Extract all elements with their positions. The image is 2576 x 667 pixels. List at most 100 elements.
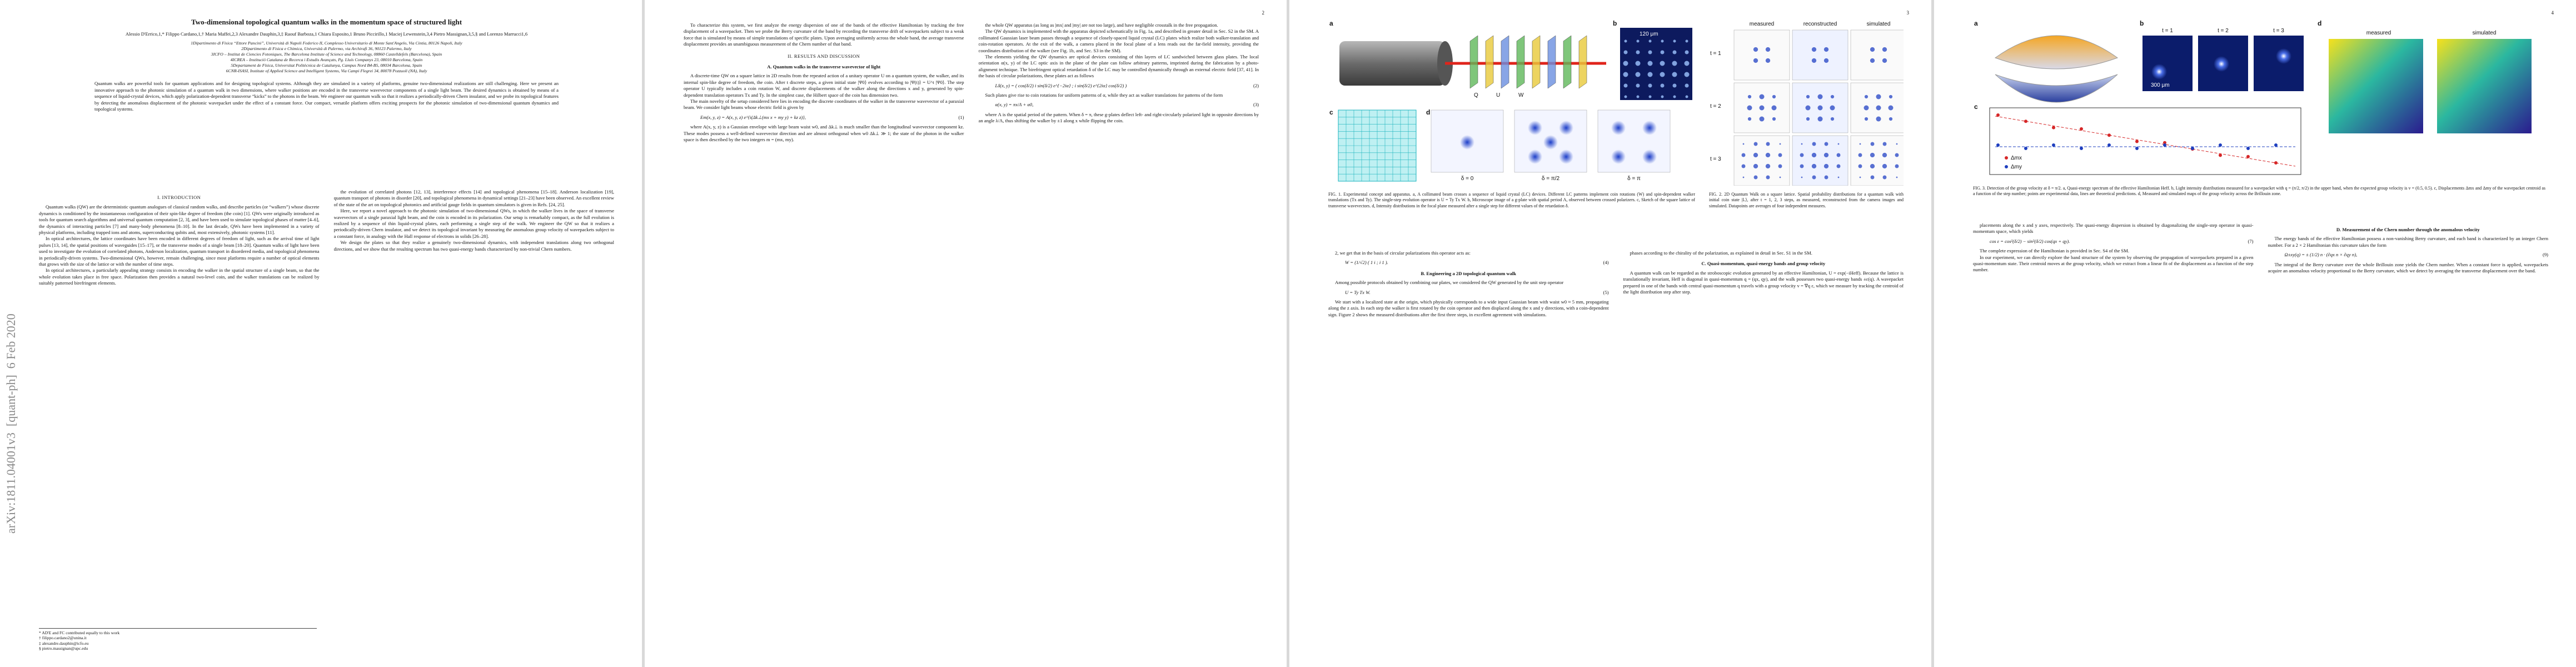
decoration bbox=[1836, 164, 1841, 168]
panel-caption: δ = π/2 bbox=[1542, 176, 1560, 182]
trend-line bbox=[1995, 116, 2296, 167]
scale-label: 300 μm bbox=[2151, 82, 2170, 88]
decoration bbox=[1642, 150, 1657, 164]
decoration bbox=[1778, 153, 1782, 157]
decoration bbox=[1823, 163, 1829, 169]
decoration bbox=[1623, 50, 1628, 54]
equation-number: (4) bbox=[1603, 260, 1609, 266]
decoration bbox=[1792, 82, 1848, 133]
decoration bbox=[1741, 164, 1746, 168]
decoration bbox=[1648, 95, 1652, 98]
decoration bbox=[1685, 50, 1689, 54]
page-number: 4 bbox=[2551, 10, 2554, 16]
decoration bbox=[2135, 140, 2139, 143]
decoration bbox=[2080, 127, 2083, 131]
panel-caption: δ = π bbox=[1627, 176, 1641, 182]
decoration bbox=[1882, 142, 1887, 146]
decoration bbox=[1672, 72, 1677, 77]
decoration bbox=[1876, 116, 1881, 122]
front-matter: Two-dimensional topological quantum walk… bbox=[50, 18, 603, 112]
column: placements along the x and y axes, respe… bbox=[1973, 222, 2254, 650]
microscope-image bbox=[1620, 28, 1692, 100]
equation-body: Em(x, y, z) = A(x, y, z) e^{i(Δk⊥(mx x +… bbox=[700, 114, 806, 120]
decoration bbox=[1623, 83, 1628, 88]
panel-label: a bbox=[1974, 19, 1978, 27]
decoration bbox=[1830, 94, 1835, 99]
decoration bbox=[1532, 35, 1541, 89]
panel-label: c bbox=[1974, 103, 1978, 111]
decoration bbox=[1765, 58, 1771, 63]
row-label: t = 1 bbox=[1710, 51, 1721, 57]
affiliation: 4ICREA – Institució Catalana de Recerca … bbox=[230, 57, 423, 63]
paragraph: Quantum walks (QW) are the deterministic… bbox=[39, 204, 320, 236]
decoration bbox=[1864, 94, 1869, 99]
plot-points bbox=[1996, 113, 2278, 165]
decoration bbox=[1559, 121, 1573, 135]
decoration bbox=[1624, 95, 1627, 98]
decoration bbox=[1611, 150, 1626, 164]
column: To characterize this system, we first an… bbox=[684, 22, 964, 650]
decoration bbox=[1817, 116, 1823, 122]
decoration bbox=[1765, 152, 1771, 158]
equation-number: (3) bbox=[1253, 102, 1259, 108]
page: 3 a Q U W b 120 μm c d δ = 0 δ = π/2 δ =… bbox=[1289, 0, 1931, 667]
decoration bbox=[1673, 95, 1676, 98]
decoration bbox=[1876, 105, 1881, 111]
decoration bbox=[2191, 147, 2194, 150]
decoration bbox=[1870, 47, 1875, 52]
decoration bbox=[2219, 153, 2222, 157]
footnote: ‡ alexandre.dauphin@icfo.eu bbox=[39, 640, 89, 646]
paragraph: The elements yielding the QW dynamics ar… bbox=[978, 54, 1259, 79]
distribution-grid bbox=[1733, 29, 1904, 186]
decoration bbox=[1882, 163, 1887, 169]
decoration bbox=[1766, 142, 1770, 146]
decoration bbox=[1811, 47, 1817, 52]
decoration bbox=[1870, 163, 1875, 169]
decoration bbox=[2135, 147, 2139, 150]
plot-frame bbox=[1989, 107, 2301, 175]
decoration bbox=[1811, 58, 1817, 63]
decoration bbox=[1864, 105, 1869, 111]
decoration bbox=[1543, 135, 1558, 150]
decoration bbox=[1801, 143, 1803, 145]
decoration bbox=[1648, 50, 1652, 54]
decoration bbox=[1485, 35, 1494, 89]
decoration bbox=[2246, 147, 2250, 150]
paragraph: phases according to the chirality of the… bbox=[1630, 250, 1812, 256]
decoration bbox=[1559, 150, 1573, 164]
paragraph: The energy bands of the effective Hamilt… bbox=[2268, 236, 2549, 248]
decoration bbox=[1772, 117, 1776, 121]
decoration bbox=[1733, 135, 1790, 186]
arxiv-stamp: arXiv:1811.04001v3 [quant-ph] 6 Feb 2020 bbox=[4, 313, 18, 534]
decoration bbox=[1636, 83, 1640, 88]
decoration bbox=[2142, 36, 2193, 91]
paragraph: where Λ is the spatial period of the pat… bbox=[978, 111, 1259, 124]
decoration bbox=[2274, 161, 2278, 165]
affiliation: 6CNR-ISASI, Institute of Applied Science… bbox=[226, 68, 427, 74]
panel-label: b bbox=[1613, 19, 1617, 27]
decoration bbox=[1817, 105, 1823, 111]
equation-body: α(x, y) = πx/Λ + α0, bbox=[995, 102, 1034, 108]
microscope-pattern bbox=[1623, 39, 1690, 98]
intensity-panels bbox=[1431, 109, 1671, 173]
element-label: Q bbox=[1474, 92, 1478, 98]
page-number: 2 bbox=[1262, 10, 1265, 16]
decoration bbox=[1896, 143, 1898, 145]
paragraph: the evolution of correlated photons [12,… bbox=[333, 189, 615, 207]
decoration bbox=[1805, 105, 1811, 111]
decoration bbox=[1623, 61, 1628, 66]
decoration bbox=[1753, 163, 1758, 169]
decoration bbox=[1759, 116, 1765, 122]
decoration bbox=[2254, 36, 2304, 91]
paragraph: In optical architectures, the lattice co… bbox=[39, 236, 320, 267]
decoration bbox=[1817, 94, 1823, 99]
decoration bbox=[1870, 152, 1875, 158]
paragraph: Among possible protocols obtained by com… bbox=[1335, 280, 1564, 286]
heatmap bbox=[2329, 39, 2423, 133]
paragraph: In our experiment, we can directly explo… bbox=[1973, 254, 2254, 273]
column: the whole QW apparatus (as long as |mx| … bbox=[979, 22, 1259, 650]
decoration bbox=[1800, 164, 1804, 168]
equation: U = Ty Tx W. (5) bbox=[1345, 290, 1609, 296]
affiliations: 1Dipartimento di Fisica “Ettore Pancini”… bbox=[127, 41, 527, 74]
decoration bbox=[1753, 142, 1758, 146]
